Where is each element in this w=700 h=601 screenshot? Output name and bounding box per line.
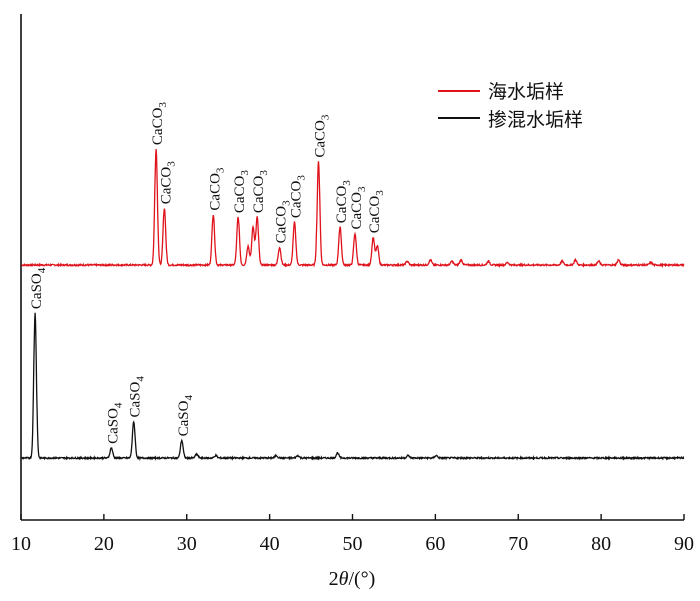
svg-text:CaCO3: CaCO3 [367,190,386,234]
series-line-seawater [21,149,685,269]
peak-label: CaCO3 [367,190,386,234]
x-tick-label: 10 [11,533,31,555]
plot-lines [21,149,685,462]
x-tick-label: 20 [94,533,114,555]
svg-text:CaCO3: CaCO3 [313,114,332,158]
peak-label: CaCO3 [150,102,169,146]
svg-text:CaSO4: CaSO4 [128,376,147,418]
x-tick-label: 40 [260,533,280,555]
peak-label: CaSO4 [128,376,147,418]
x-tick-label: 50 [343,533,363,555]
x-ticks: 10 20 30 40 50 60 70 80 90 [11,514,694,555]
svg-text:CaCO3: CaCO3 [274,200,293,244]
legend: 海水垢样 掺混水垢样 [438,81,583,131]
x-tick-label: 70 [508,533,528,555]
x-tick-label: 60 [425,533,445,555]
peak-label: CaCO3 [232,170,251,214]
peak-label: CaCO3 [349,186,368,230]
legend-label-mixed: 掺混水垢样 [488,109,583,131]
svg-text:CaCO3: CaCO3 [207,167,226,211]
svg-text:CaSO4: CaSO4 [176,395,195,437]
peak-label: CaSO4 [105,402,124,444]
svg-text:CaCO3: CaCO3 [158,161,177,205]
svg-text:CaSO4: CaSO4 [105,402,124,444]
peak-label: CaCO3 [313,114,332,158]
svg-text:CaCO3: CaCO3 [288,175,307,219]
peak-labels: CaCO3CaCO3CaCO3CaCO3CaCO3CaCO3CaCO3CaCO3… [29,102,386,444]
svg-text:CaCO3: CaCO3 [349,186,368,230]
peak-label: CaCO3 [207,167,226,211]
svg-text:CaCO3: CaCO3 [334,180,353,224]
peak-label: CaCO3 [334,180,353,224]
peak-label: CaSO4 [176,395,195,437]
svg-text:CaCO3: CaCO3 [232,170,251,214]
x-tick-label: 30 [177,533,197,555]
peak-label: CaCO3 [274,200,293,244]
peak-label: CaCO3 [158,161,177,205]
svg-text:CaCO3: CaCO3 [150,102,169,146]
svg-text:CaCO3: CaCO3 [251,170,270,214]
x-tick-label: 90 [674,533,694,555]
legend-label-seawater: 海水垢样 [488,81,564,103]
x-tick-label: 80 [591,533,611,555]
svg-text:CaSO4: CaSO4 [29,267,48,309]
x-axis-title: 2θ/(°) [329,568,376,590]
peak-label: CaCO3 [251,170,270,214]
peak-label: CaSO4 [29,267,48,309]
peak-label: CaCO3 [288,175,307,219]
series-line-mixed [21,312,685,462]
